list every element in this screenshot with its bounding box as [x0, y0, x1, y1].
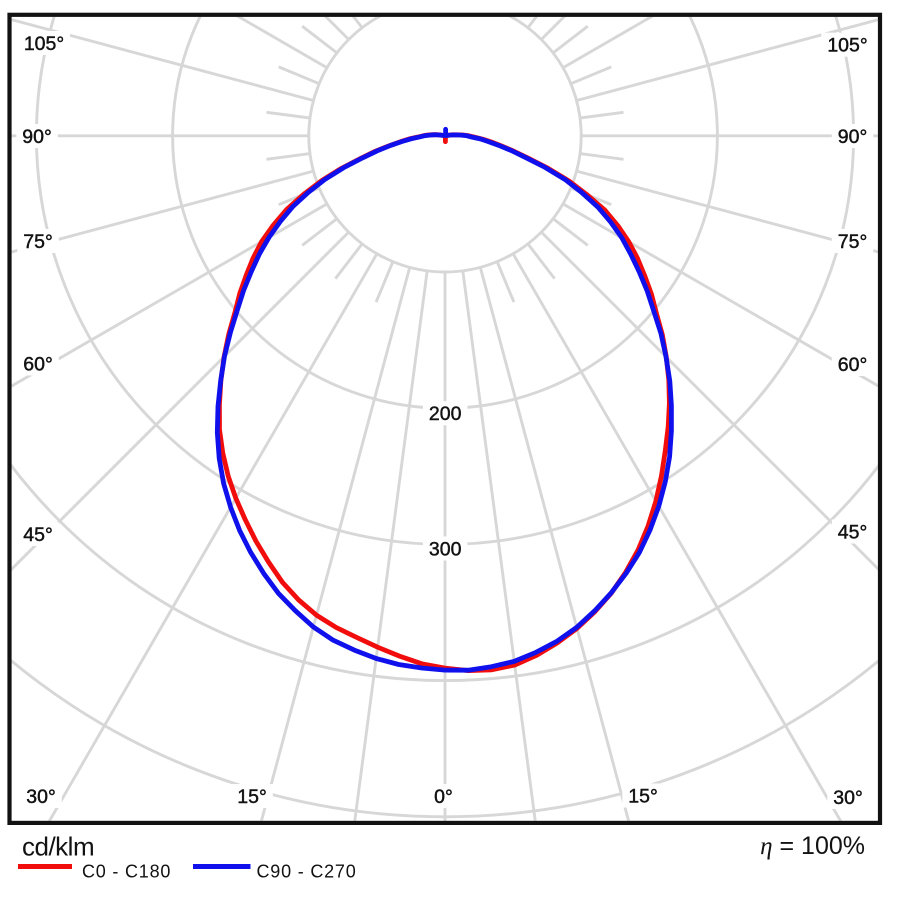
svg-text:45°: 45°: [23, 524, 53, 546]
svg-text:60°: 60°: [838, 354, 868, 376]
svg-text:60°: 60°: [23, 353, 53, 375]
svg-text:105°: 105°: [24, 33, 64, 55]
svg-text:η = 100%: η = 100%: [760, 832, 865, 860]
svg-text:30°: 30°: [833, 787, 863, 809]
svg-text:15°: 15°: [237, 786, 267, 808]
svg-text:75°: 75°: [23, 231, 53, 253]
svg-text:0°: 0°: [434, 786, 453, 808]
svg-text:200: 200: [429, 403, 462, 425]
svg-text:105°: 105°: [827, 35, 867, 57]
svg-text:cd/klm: cd/klm: [22, 832, 94, 862]
svg-text:15°: 15°: [628, 785, 658, 807]
svg-text:90°: 90°: [838, 126, 868, 148]
svg-text:300: 300: [429, 538, 462, 560]
svg-text:C90 - C270: C90 - C270: [257, 862, 357, 882]
svg-text:30°: 30°: [26, 786, 56, 808]
svg-text:45°: 45°: [838, 521, 868, 543]
svg-text:75°: 75°: [838, 231, 868, 253]
svg-text:C0 - C180: C0 - C180: [82, 862, 171, 882]
svg-text:90°: 90°: [22, 126, 52, 148]
